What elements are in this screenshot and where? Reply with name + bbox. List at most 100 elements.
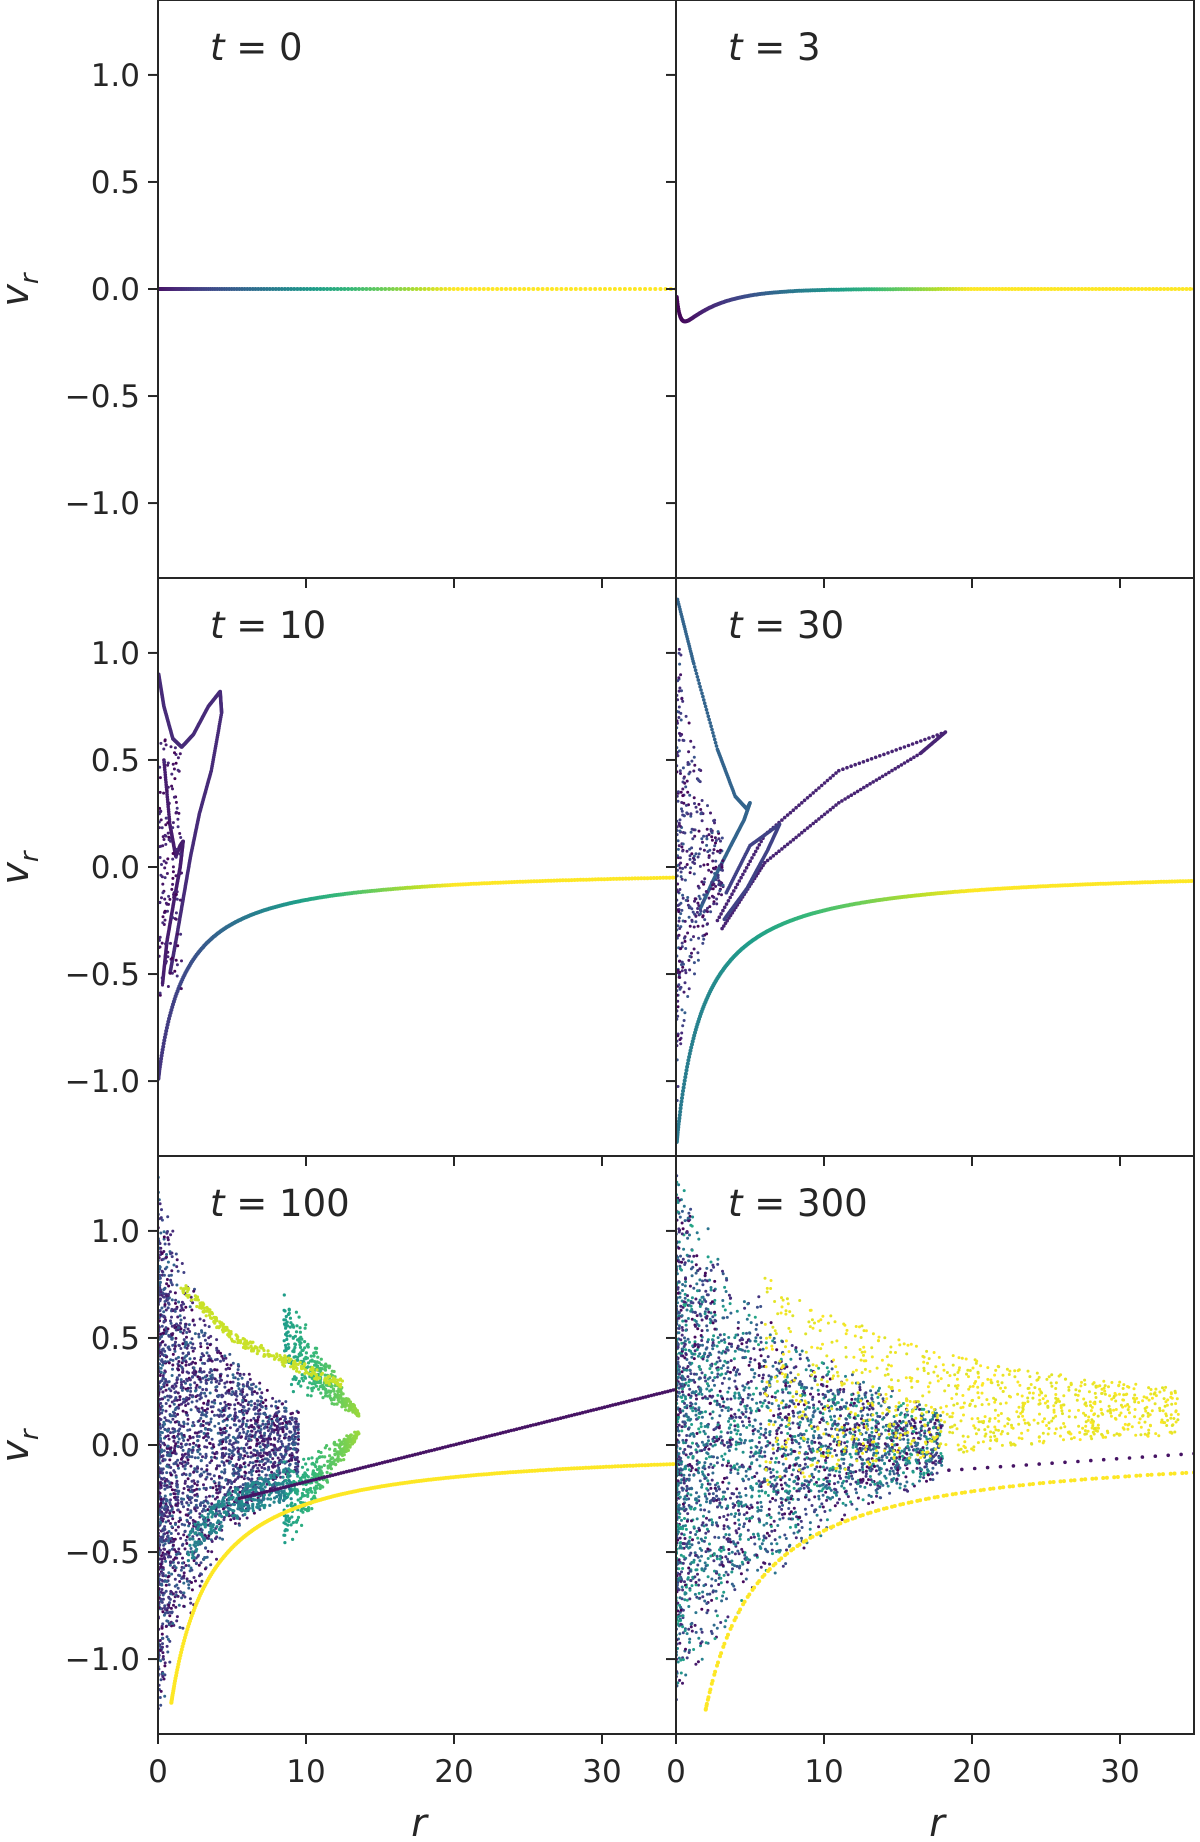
data-point: [171, 1358, 175, 1362]
data-point: [677, 903, 681, 907]
data-point: [171, 1517, 175, 1521]
data-point: [611, 876, 616, 881]
data-point: [1066, 287, 1071, 291]
data-point: [193, 1507, 197, 1511]
data-point: [166, 1019, 171, 1024]
data-point: [906, 743, 911, 748]
data-point: [975, 287, 980, 291]
data-point: [1026, 287, 1031, 291]
data-point: [231, 1445, 235, 1449]
data-point: [687, 987, 691, 991]
data-point: [1079, 287, 1084, 291]
data-point: [684, 803, 688, 807]
data-point: [183, 1479, 187, 1483]
data-point: [173, 1548, 176, 1552]
data-point: [190, 1400, 194, 1404]
data-point: [231, 1463, 235, 1467]
data-point: [176, 817, 180, 821]
data-point: [170, 887, 174, 891]
data-point: [677, 916, 681, 920]
data-point: [683, 1071, 688, 1076]
data-point: [182, 1574, 186, 1578]
data-point: [297, 1460, 300, 1464]
data-point: [227, 1455, 231, 1459]
data-point: [909, 757, 913, 761]
data-point: [238, 1523, 241, 1527]
data-point: [573, 287, 578, 291]
data-point: [187, 1503, 191, 1507]
data-point: [208, 1461, 212, 1465]
data-point: [878, 754, 882, 758]
data-point: [837, 768, 841, 773]
data-point: [217, 1415, 221, 1418]
data-point: [175, 963, 179, 967]
data-point: [688, 854, 692, 858]
data-point: [683, 919, 687, 923]
data-point: [164, 743, 168, 747]
data-point: [175, 890, 179, 894]
data-point: [916, 287, 921, 292]
data-point: [683, 939, 687, 943]
data-point: [266, 1441, 270, 1445]
data-point: [269, 1460, 273, 1464]
data-point: [180, 1306, 184, 1310]
data-point: [710, 727, 714, 732]
data-point: [195, 1470, 199, 1474]
data-point: [161, 1374, 165, 1378]
data-point: [241, 1409, 245, 1413]
data-point: [364, 287, 369, 291]
data-point: [163, 1525, 167, 1529]
data-point: [692, 854, 696, 858]
data-point: [168, 1413, 172, 1416]
data-point: [179, 1446, 183, 1449]
data-point: [236, 1401, 240, 1405]
data-point: [174, 1340, 177, 1344]
data-point: [761, 863, 765, 868]
data-point: [227, 1433, 231, 1437]
data-point: [164, 834, 168, 838]
data-point: [282, 287, 287, 291]
data-point: [685, 779, 689, 783]
data-point: [279, 1445, 283, 1449]
data-point: [933, 287, 938, 292]
data-point: [1178, 879, 1183, 884]
data-point: [177, 1403, 181, 1407]
data-point: [160, 1632, 164, 1636]
data-point: [180, 871, 183, 875]
data-point: [696, 958, 700, 962]
data-point: [777, 849, 781, 853]
data-point: [987, 287, 992, 291]
data-point: [158, 993, 162, 997]
data-point: [211, 1405, 215, 1409]
data-point: [197, 1410, 201, 1414]
data-point: [202, 1470, 206, 1474]
data-point: [204, 1394, 208, 1398]
data-point: [235, 1462, 239, 1466]
data-point: [817, 817, 821, 821]
data-point: [184, 1538, 188, 1542]
data-point: [290, 1452, 294, 1455]
data-point: [160, 941, 164, 945]
data-point: [170, 1333, 174, 1337]
data-point: [715, 902, 719, 906]
data-point: [199, 1424, 203, 1428]
data-point: [173, 1451, 177, 1455]
data-point: [222, 1463, 226, 1467]
data-point: [960, 287, 965, 291]
data-point: [169, 1560, 173, 1564]
data-point: [227, 1391, 231, 1395]
data-point: [578, 287, 583, 291]
data-point: [315, 287, 319, 291]
data-point: [697, 779, 701, 783]
data-point: [841, 767, 845, 771]
data-point: [569, 878, 574, 883]
data-point: [308, 287, 313, 291]
data-point: [800, 801, 804, 805]
data-point: [164, 1583, 168, 1587]
data-point: [165, 1253, 168, 1256]
data-point: [957, 287, 962, 291]
data-point: [700, 880, 704, 884]
data-point: [162, 1288, 166, 1292]
data-point: [780, 847, 784, 851]
data-point: [163, 1694, 167, 1698]
